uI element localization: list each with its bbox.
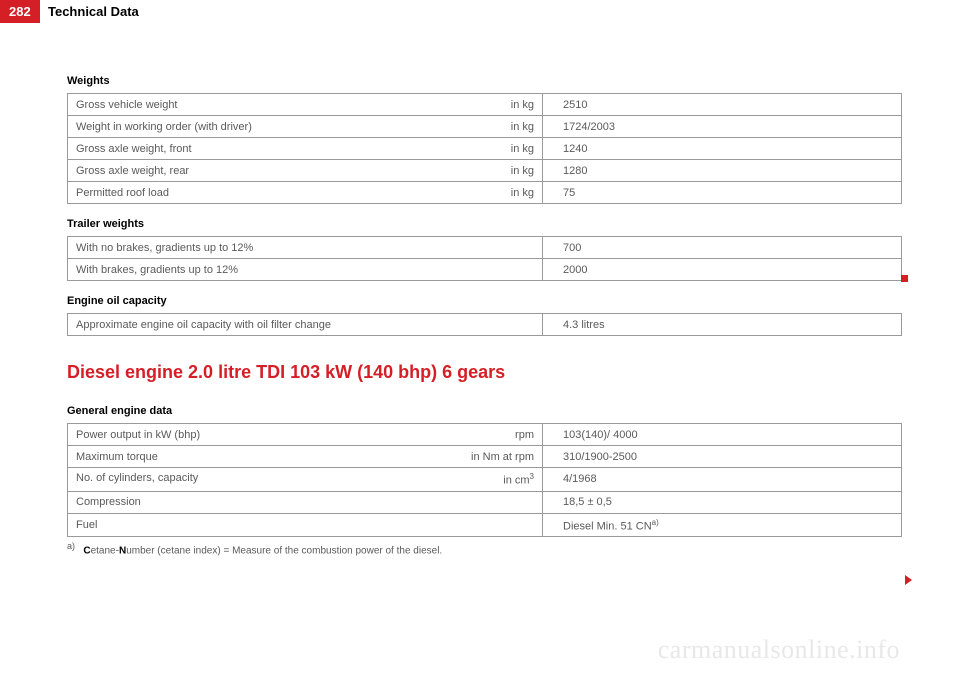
cell-unit: in cm3 <box>503 472 534 487</box>
cell-label: Power output in kW (bhp) <box>76 429 200 441</box>
footnote: a) Cetane-Number (cetane index) = Measur… <box>67 541 902 556</box>
section-end-icon <box>901 275 908 282</box>
content-area: Weights Gross vehicle weight in kg 2510 W… <box>67 75 902 557</box>
cell-label: Fuel <box>76 519 97 531</box>
cell-value: 4.3 litres <box>543 314 902 336</box>
cell-value: 1280 <box>543 160 902 182</box>
cell-label: With brakes, gradients up to 12% <box>68 259 543 281</box>
cell-value: 18,5 ± 0,5 <box>543 491 902 513</box>
cell-value: 103(140)/ 4000 <box>543 424 902 446</box>
cell-label: Approximate engine oil capacity with oil… <box>68 314 543 336</box>
trailer-table: With no brakes, gradients up to 12% 700 … <box>67 236 902 281</box>
cell-unit: in kg <box>511 143 534 155</box>
oil-title: Engine oil capacity <box>67 295 902 307</box>
table-row: Compression 18,5 ± 0,5 <box>68 491 902 513</box>
weights-title: Weights <box>67 75 902 87</box>
cell-label: With no brakes, gradients up to 12% <box>68 237 543 259</box>
table-row: Maximum torque in Nm at rpm 310/1900-2500 <box>68 446 902 468</box>
cell-unit: in kg <box>511 121 534 133</box>
cell-label: Gross axle weight, front <box>76 143 192 155</box>
trailer-title: Trailer weights <box>67 218 902 230</box>
cell-unit: in Nm at rpm <box>471 451 534 463</box>
cell-value: 75 <box>543 182 902 204</box>
page-title: Technical Data <box>48 4 139 19</box>
cell-label: Gross axle weight, rear <box>76 165 189 177</box>
weights-table: Gross vehicle weight in kg 2510 Weight in… <box>67 93 902 204</box>
engine-heading: Diesel engine 2.0 litre TDI 103 kW (140 … <box>67 362 902 383</box>
table-row: Permitted roof load in kg 75 <box>68 182 902 204</box>
cell-unit: in kg <box>511 165 534 177</box>
cell-unit: rpm <box>515 429 534 441</box>
cell-value: Diesel Min. 51 CNa) <box>543 513 902 537</box>
cell-label: Maximum torque <box>76 451 158 463</box>
table-row: Fuel Diesel Min. 51 CNa) <box>68 513 902 537</box>
cell-value: 1240 <box>543 138 902 160</box>
continue-arrow-icon <box>905 575 912 585</box>
table-row: With no brakes, gradients up to 12% 700 <box>68 237 902 259</box>
cell-label: No. of cylinders, capacity <box>76 472 198 487</box>
cell-value: 2510 <box>543 94 902 116</box>
engine-table: Power output in kW (bhp) rpm 103(140)/ 40… <box>67 423 902 537</box>
table-row: Gross axle weight, rear in kg 1280 <box>68 160 902 182</box>
cell-value: 1724/2003 <box>543 116 902 138</box>
cell-label: Permitted roof load <box>76 187 169 199</box>
watermark: carmanualsonline.info <box>658 635 900 665</box>
table-row: No. of cylinders, capacity in cm3 4/1968 <box>68 468 902 492</box>
cell-unit: in kg <box>511 99 534 111</box>
table-row: Gross vehicle weight in kg 2510 <box>68 94 902 116</box>
table-row: With brakes, gradients up to 12% 2000 <box>68 259 902 281</box>
cell-unit: in kg <box>511 187 534 199</box>
cell-label: Weight in working order (with driver) <box>76 121 252 133</box>
engine-data-title: General engine data <box>67 405 902 417</box>
cell-label: Gross vehicle weight <box>76 99 178 111</box>
cell-value: 4/1968 <box>543 468 902 492</box>
cell-value: 700 <box>543 237 902 259</box>
cell-value: 2000 <box>543 259 902 281</box>
page-number: 282 <box>0 0 40 23</box>
cell-label: Compression <box>76 496 141 508</box>
oil-table: Approximate engine oil capacity with oil… <box>67 313 902 336</box>
table-row: Gross axle weight, front in kg 1240 <box>68 138 902 160</box>
table-row: Approximate engine oil capacity with oil… <box>68 314 902 336</box>
cell-value: 310/1900-2500 <box>543 446 902 468</box>
table-row: Weight in working order (with driver) in … <box>68 116 902 138</box>
table-row: Power output in kW (bhp) rpm 103(140)/ 40… <box>68 424 902 446</box>
